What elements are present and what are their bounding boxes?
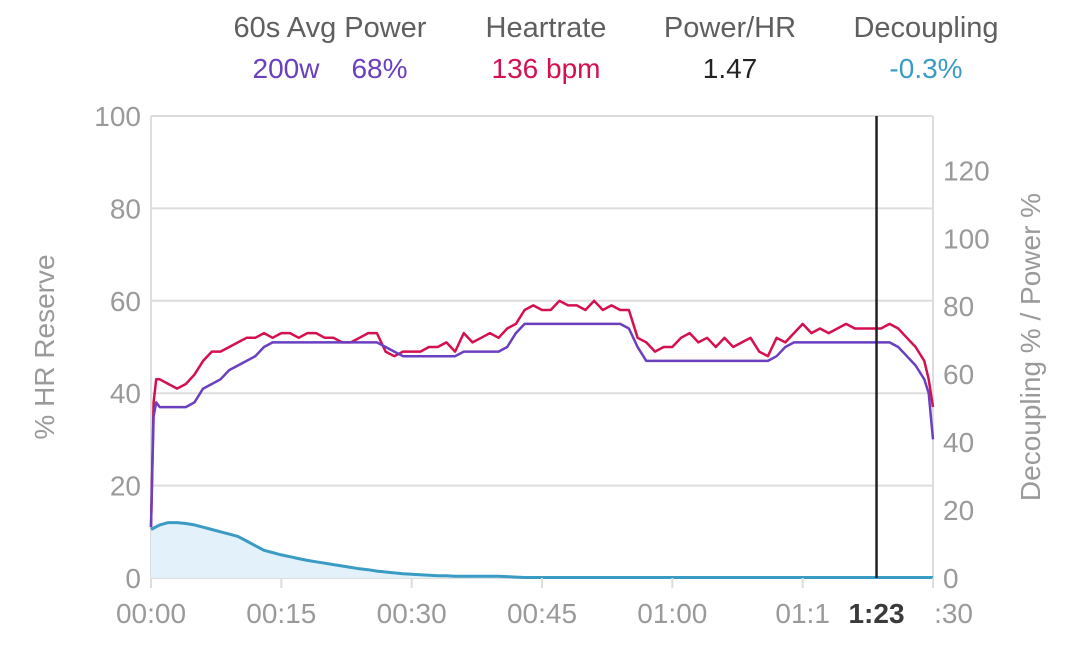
power-stat: 60s Avg Power 200w 68% bbox=[220, 10, 440, 88]
power-hr-stat-value: 1.47 bbox=[702, 53, 758, 84]
decoupling-stat: Decoupling -0.3% bbox=[840, 10, 1012, 88]
heartrate-stat-value: 136 bpm bbox=[491, 53, 601, 84]
x-tick-label: 00:15 bbox=[246, 598, 316, 629]
y-left-tick-label: 80 bbox=[110, 193, 141, 224]
y-right-tick-label: 0 bbox=[943, 563, 959, 594]
power-stat-values: 200w 68% bbox=[220, 50, 440, 88]
y-left-tick-label: 40 bbox=[110, 378, 141, 409]
power-stat-label: 60s Avg Power bbox=[233, 12, 427, 44]
left-axis-title: % HR Reserve bbox=[29, 254, 60, 439]
power-line bbox=[149, 322, 935, 528]
y-right-tick-label: 120 bbox=[943, 155, 990, 186]
power-watts-value: 200w bbox=[252, 53, 320, 84]
y-right-tick-label: 60 bbox=[943, 359, 974, 390]
x-tick-label: 01:1 bbox=[775, 598, 830, 629]
decoupling-area bbox=[151, 522, 933, 578]
series-layer bbox=[149, 299, 935, 579]
y-left-tick-label: 60 bbox=[110, 286, 141, 317]
x-tick-label: :30 bbox=[934, 598, 973, 629]
power-hr-stat: Power/HR 1.47 bbox=[650, 10, 810, 88]
heartrate-line bbox=[149, 299, 935, 528]
y-right-tick-label: 100 bbox=[943, 223, 990, 254]
x-tick-label: 01:00 bbox=[637, 598, 707, 629]
y-left-tick-label: 100 bbox=[94, 101, 141, 132]
cursor-time-label: 1:23 bbox=[848, 598, 904, 629]
decoupling-stat-value: -0.3% bbox=[889, 53, 963, 84]
x-tick-label: 00:30 bbox=[377, 598, 447, 629]
heartrate-stat-label: Heartrate bbox=[485, 12, 607, 44]
stats-header: 60s Avg Power 200w 68% Heartrate 136 bpm … bbox=[0, 0, 1080, 100]
y-right-tick-label: 80 bbox=[943, 291, 974, 322]
grid-layer bbox=[150, 115, 934, 579]
decoupling-line bbox=[150, 521, 933, 579]
axis-layer: 0 20 40 60 80 100 0 20 40 60 80 100 120 00:00 00:15 00:… bbox=[94, 101, 989, 629]
y-left-tick-label: 20 bbox=[110, 471, 141, 502]
y-right-tick-label: 20 bbox=[943, 495, 974, 526]
y-right-tick-label: 40 bbox=[943, 427, 974, 458]
y-left-tick-label: 0 bbox=[125, 563, 141, 594]
right-axis-title: Decoupling % / Power % bbox=[1015, 193, 1046, 501]
cursor-label-bg bbox=[842, 592, 911, 632]
x-tick-label: 00:45 bbox=[507, 598, 577, 629]
power-percent-value: 68% bbox=[351, 53, 408, 84]
heartrate-stat: Heartrate 136 bpm bbox=[470, 10, 622, 88]
decoupling-stat-label: Decoupling bbox=[853, 12, 999, 44]
cursor-layer[interactable]: 1:23 bbox=[842, 116, 911, 632]
x-tick-label: 00:00 bbox=[116, 598, 186, 629]
power-hr-stat-label: Power/HR bbox=[663, 12, 797, 44]
